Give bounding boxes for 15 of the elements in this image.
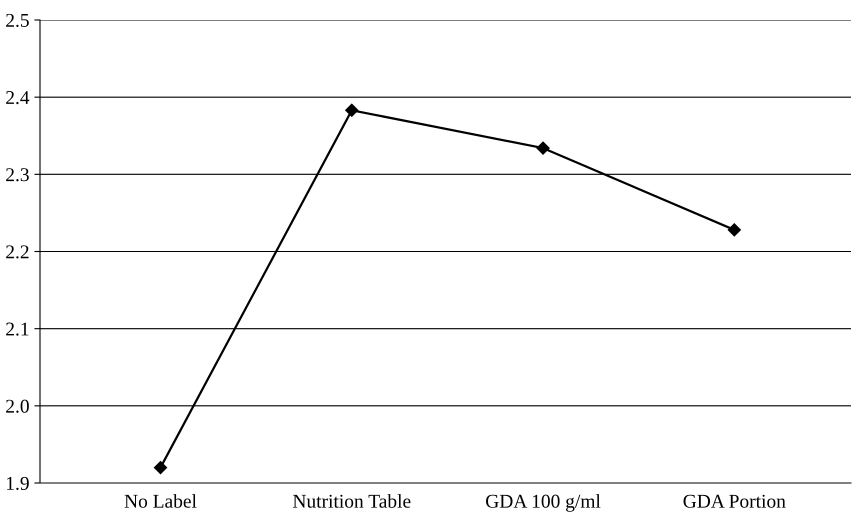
- y-tick-label: 2.5: [6, 14, 29, 28]
- point: [536, 142, 550, 155]
- point: [154, 460, 168, 474]
- x-tick-label: No Label: [124, 494, 197, 508]
- x-tick-label: GDA 100 g/ml: [486, 494, 600, 512]
- point: [345, 104, 358, 117]
- y-tick-label: 1.9: [6, 476, 29, 490]
- y-tick-label: 2.0: [6, 400, 29, 413]
- x-tick-label: Nutrition Table: [292, 494, 410, 508]
- x-tick-label: GDA Portion: [684, 494, 786, 508]
- y-tick-label: 2.1: [6, 322, 28, 336]
- point: [728, 223, 741, 236]
- y-tick-label: 2.2: [6, 245, 29, 259]
- y-tick-label: 2.3: [6, 168, 29, 182]
- y-tick-label: 2.4: [6, 91, 30, 104]
